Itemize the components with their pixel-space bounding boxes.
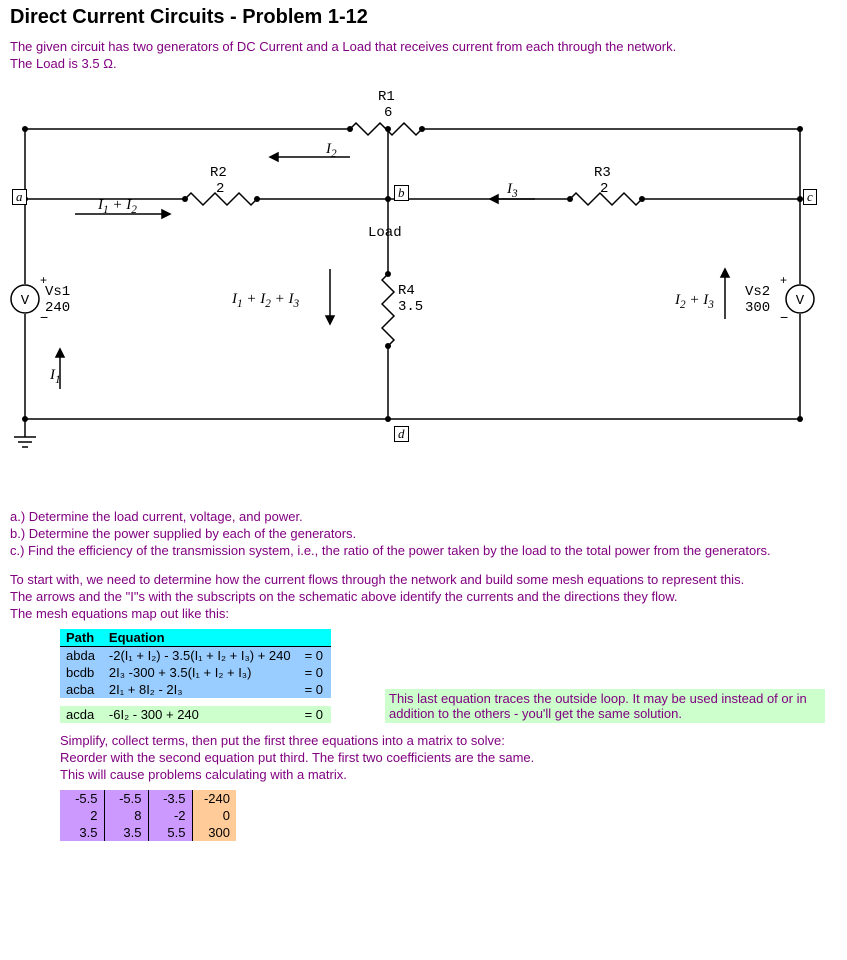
node-c: c [803,189,817,205]
simplify-l1: Simplify, collect terms, then put the fi… [60,733,837,748]
mesh-path: acba [60,681,103,698]
i3-label: I3 [507,181,518,200]
matrix-cell: -3.5 [148,790,192,807]
i1-plus-i2-label: I1 + I2 [98,197,137,216]
node-d: d [394,426,409,442]
matrix-cell: 8 [104,807,148,824]
explain-l1: To start with, we need to determine how … [10,572,837,587]
svg-text:V: V [796,293,805,309]
matrix-cell: 3.5 [60,824,104,841]
simplify-l2: Reorder with the second equation put thi… [60,750,837,765]
mesh-extra-rhs: = 0 [299,706,331,723]
mesh-eq: 2I₁ + 8I₂ - 2I₃ [103,681,299,698]
mesh-extra-eq: -6I₂ - 300 + 240 [103,706,299,723]
mesh-extra-path: acda [60,706,103,723]
vs2-label: Vs2300 [745,284,770,316]
load-label: Load [368,225,402,241]
intro-line1: The given circuit has two generators of … [10,39,837,54]
mesh-rhs: = 0 [299,681,331,698]
svg-text:−: − [780,309,788,325]
mesh-table: Path Equation abda -2(I₁ + I₂) - 3.5(I₁ … [60,629,331,723]
svg-text:+: + [780,273,787,287]
explain-l2: The arrows and the "I"s with the subscri… [10,589,837,604]
question-c: c.) Find the efficiency of the transmiss… [10,543,837,558]
matrix-cell: 300 [192,824,236,841]
explain-l3: The mesh equations map out like this: [10,606,837,621]
question-list: a.) Determine the load current, voltage,… [10,509,837,558]
circuit-diagram: V V + − + − R16 R22 R32 R43.5 Load Vs124… [10,89,820,469]
mesh-path: bcdb [60,664,103,681]
i-sum-label: I1 + I2 + I3 [232,291,299,310]
mesh-eq: 2I₃ -300 + 3.5(I₁ + I₂ + I₃) [103,664,299,681]
r1-label: R16 [378,89,395,121]
intro-text: The given circuit has two generators of … [10,39,837,71]
mesh-rhs: = 0 [299,664,331,681]
question-b: b.) Determine the power supplied by each… [10,526,837,541]
matrix-cell: 5.5 [148,824,192,841]
simplify-l3: This will cause problems calculating wit… [60,767,837,782]
r2-label: R22 [210,165,227,197]
matrix-cell: -5.5 [104,790,148,807]
i2-plus-i3-label: I2 + I3 [675,292,714,311]
mesh-note: This last equation traces the outside lo… [385,689,825,723]
matrix-table: -5.5 -5.5 -3.5 -240 2 8 -2 0 3.5 3.5 5.5… [60,790,236,841]
vs1-label: Vs1240 [45,284,70,316]
mesh-hdr-path: Path [60,629,103,647]
svg-text:V: V [21,293,30,309]
mesh-hdr-eq: Equation [103,629,299,647]
r3-label: R32 [594,165,611,197]
mesh-path: abda [60,647,103,665]
mesh-eq: -2(I₁ + I₂) - 3.5(I₁ + I₂ + I₃) + 240 [103,647,299,665]
node-b: b [394,185,409,201]
i1-label: I1 [50,367,61,386]
mesh-hdr-rhs [299,629,331,647]
matrix-cell: 0 [192,807,236,824]
r4-label: R43.5 [398,283,423,315]
i2-label: I2 [326,141,337,160]
explanation: To start with, we need to determine how … [10,572,837,621]
page-title: Direct Current Circuits - Problem 1-12 [10,6,837,29]
matrix-cell: -5.5 [60,790,104,807]
node-a: a [12,189,27,205]
simplify-text: Simplify, collect terms, then put the fi… [60,733,837,782]
mesh-rhs: = 0 [299,647,331,665]
matrix-cell: -2 [148,807,192,824]
matrix-cell: 2 [60,807,104,824]
question-a: a.) Determine the load current, voltage,… [10,509,837,524]
matrix-cell: 3.5 [104,824,148,841]
intro-line2: The Load is 3.5 Ω. [10,56,837,71]
matrix-cell: -240 [192,790,236,807]
